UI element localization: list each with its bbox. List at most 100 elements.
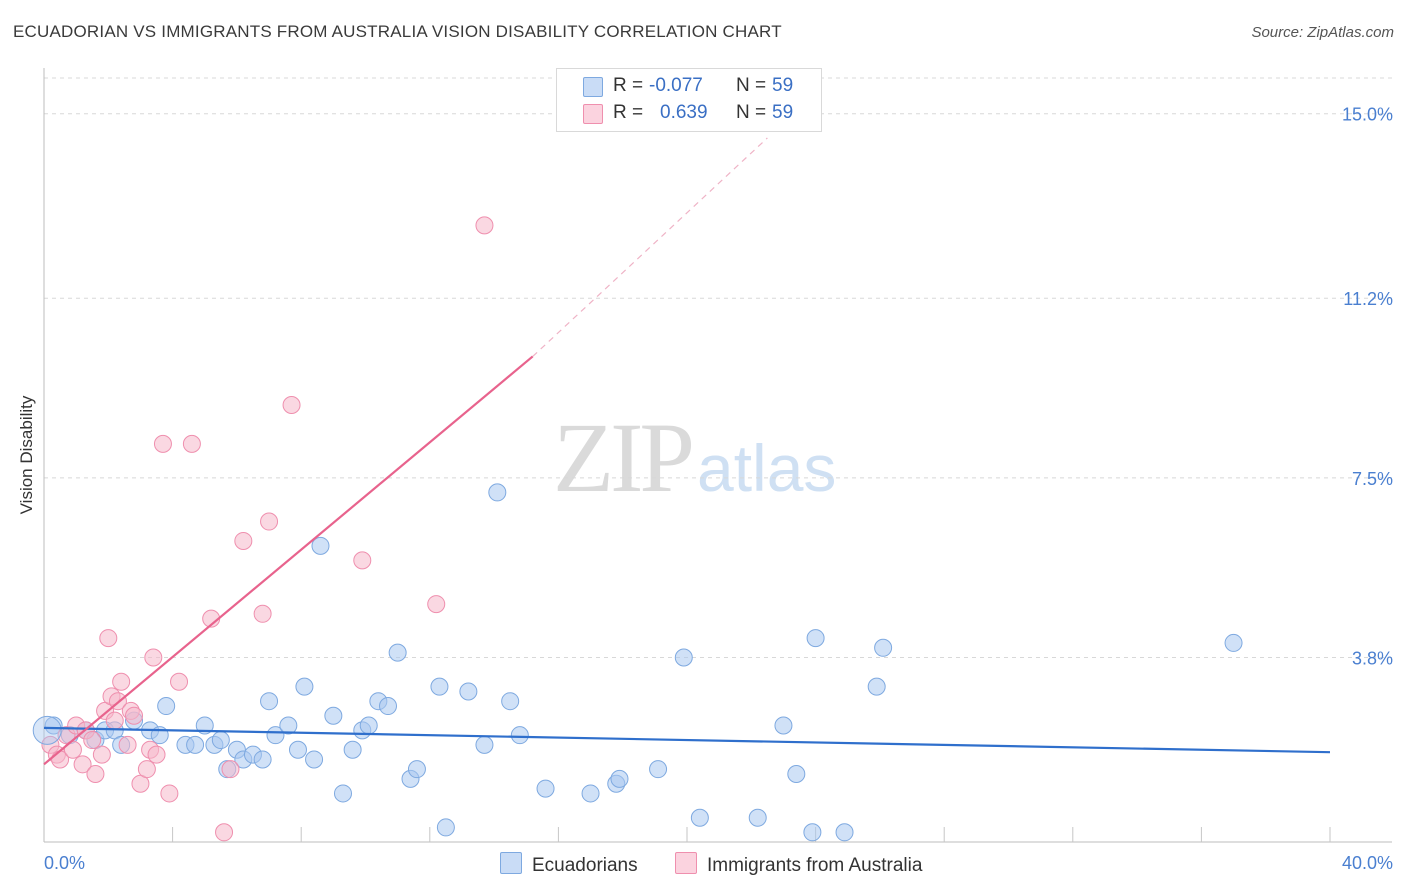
ecuadorian-point (475, 735, 494, 754)
ecuadorian-point (581, 784, 600, 803)
ecuadorian-cluster-point (32, 715, 62, 745)
ecuadorian-point (186, 735, 205, 754)
australia-point (170, 672, 189, 691)
ecuadorian-point (288, 740, 307, 759)
source-label: Source: ZipAtlas.com (1251, 24, 1394, 41)
australia-point (137, 760, 156, 779)
ecuadorian-point (305, 750, 324, 769)
watermark-zip: ZIP (553, 402, 695, 513)
y-tick-label: 15.0% (1342, 105, 1393, 125)
australia-point (234, 531, 253, 550)
australia-point (99, 629, 118, 648)
ecuadorian-point (195, 716, 214, 735)
bottom-legend-australia: Immigrants from Australia (675, 852, 922, 877)
australia-point (260, 512, 279, 531)
ecuadorian-point (333, 784, 352, 803)
ecuadorian-point (295, 677, 314, 696)
legend-n-value: 59 (772, 75, 794, 96)
bottom-legend-swatch-australia (675, 852, 697, 874)
ecuadorian-point (803, 823, 822, 842)
legend-r-value: 0.639 (660, 102, 708, 123)
y-tick-label: 3.8% (1352, 648, 1393, 668)
ecuadorian-point (774, 716, 793, 735)
australia-point (105, 711, 124, 730)
ecuadorian-point (324, 706, 343, 725)
australia-point (475, 216, 494, 235)
legend-r-value: -0.077 (649, 75, 703, 96)
ecuadorian-point (430, 677, 449, 696)
australia-trend-line (43, 355, 534, 766)
ecuadorian-point (835, 823, 854, 842)
ecuadorian-point (1224, 633, 1243, 652)
ecuadorian-point (379, 697, 398, 716)
correlation-legend: R = -0.077 N = 59 R = 0.639 N = 59 (556, 68, 822, 132)
australia-point (282, 396, 301, 415)
legend-r-label: R = (613, 75, 644, 96)
ecuadorian-point (436, 818, 455, 837)
australia-point (118, 735, 137, 754)
ecuadorian-point (649, 760, 668, 779)
ecuadorian-point (690, 808, 709, 827)
australia-point (353, 551, 372, 570)
ecuadorian-point (211, 731, 230, 750)
australia-point (125, 706, 144, 725)
chart-title: ECUADORIAN VS IMMIGRANTS FROM AUSTRALIA … (13, 22, 782, 41)
australia-point (182, 434, 201, 453)
bottom-legend-label: Immigrants from Australia (707, 855, 923, 876)
ecuadorian-point (806, 629, 825, 648)
ecuadorian-point (488, 483, 507, 502)
ecuadorian-point (536, 779, 555, 798)
ecuadorian-point (787, 765, 806, 784)
australia-point (153, 434, 172, 453)
australia-point (215, 823, 234, 842)
australia-point (112, 672, 131, 691)
bottom-legend-label: Ecuadorians (532, 855, 638, 876)
australia-point (253, 604, 272, 623)
watermark: ZIPatlas (553, 400, 836, 515)
y-axis-label: Vision Disability (17, 395, 36, 515)
australia-point (160, 784, 179, 803)
bottom-legend-ecuadorians: Ecuadorians (500, 852, 638, 877)
australia-point (86, 765, 105, 784)
australia-trend-extension (532, 137, 768, 357)
australia-point (221, 760, 240, 779)
ecuadorian-point (311, 536, 330, 555)
bottom-legend-swatch-ecuadorians (500, 852, 522, 874)
ecuadorian-point (874, 638, 893, 657)
ecuadorian-point (388, 643, 407, 662)
ecuadorian-point (510, 726, 529, 745)
ecuadorian-point (501, 692, 520, 711)
y-tick-label: 11.2% (1343, 289, 1393, 309)
australia-point (144, 648, 163, 667)
ecuadorian-point (359, 716, 378, 735)
ecuadorian-point (674, 648, 693, 667)
ecuadorian-point (407, 760, 426, 779)
ecuadorian-point (266, 726, 285, 745)
legend-swatch-ecuadorians (583, 77, 603, 97)
y-tick-label: 7.5% (1352, 469, 1393, 489)
legend-r-label: R = (613, 102, 644, 123)
australia-point (73, 755, 92, 774)
legend-n-label: N = (736, 102, 767, 123)
ecuadorian-point (459, 682, 478, 701)
ecuadorian-trend-line (43, 726, 1331, 754)
australia-point (147, 745, 166, 764)
x-tick-label: 40.0% (1342, 853, 1393, 873)
ecuadorian-point (867, 677, 886, 696)
legend-n-label: N = (736, 75, 767, 96)
ecuadorian-point (253, 750, 272, 769)
ecuadorian-point (610, 769, 629, 788)
legend-n-value: 59 (772, 102, 794, 123)
australia-point (92, 745, 111, 764)
australia-point (83, 731, 102, 750)
ecuadorian-point (748, 808, 767, 827)
ecuadorian-point (157, 697, 176, 716)
legend-swatch-australia (583, 104, 603, 124)
ecuadorian-point (279, 716, 298, 735)
ecuadorian-point (343, 740, 362, 759)
x-tick-label: 0.0% (44, 853, 85, 873)
watermark-atlas: atlas (697, 431, 837, 505)
ecuadorian-point (260, 692, 279, 711)
australia-point (427, 595, 446, 614)
